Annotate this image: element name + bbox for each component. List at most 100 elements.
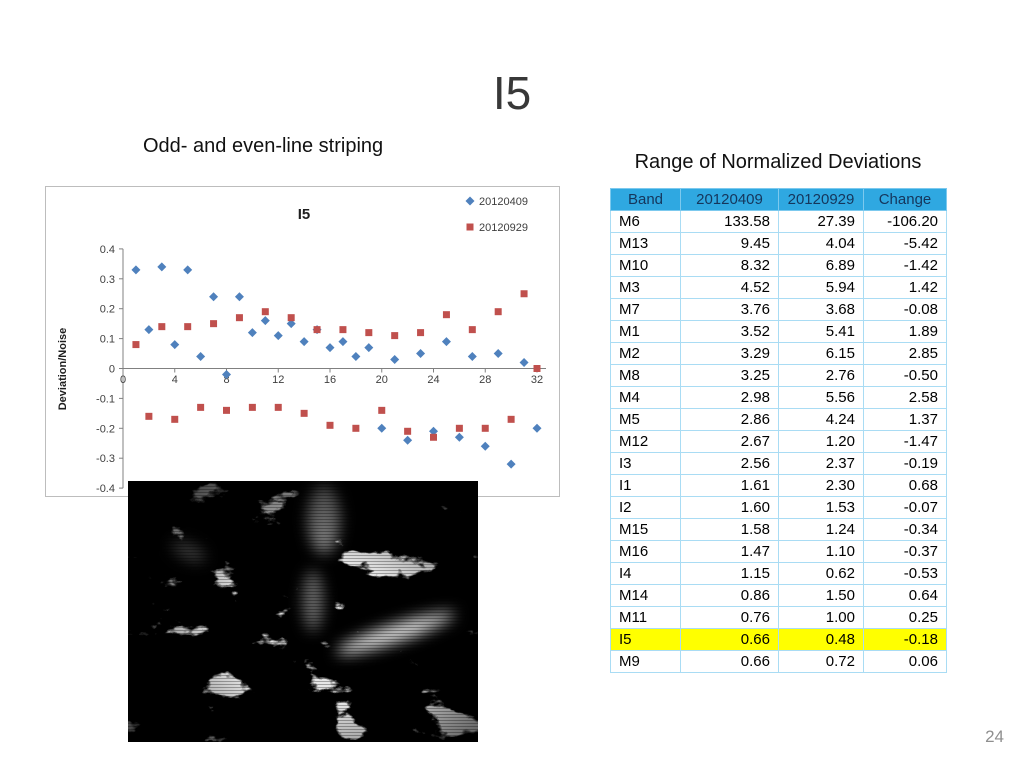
band-cell: I4 xyxy=(610,562,681,585)
svg-text:16: 16 xyxy=(324,374,336,386)
value-cell: 4.52 xyxy=(680,276,779,299)
svg-text:24: 24 xyxy=(427,374,439,386)
value-cell: 0.64 xyxy=(863,584,947,607)
value-cell: 1.47 xyxy=(680,540,779,563)
svg-text:-0.4: -0.4 xyxy=(96,483,115,495)
value-cell: 2.85 xyxy=(863,342,947,365)
value-cell: 27.39 xyxy=(778,210,864,233)
table-row: I1 1.61 2.30 0.68 xyxy=(610,474,947,497)
band-cell: M10 xyxy=(610,254,681,277)
value-cell: 3.29 xyxy=(680,342,779,365)
value-cell: 0.06 xyxy=(863,650,947,673)
slide-title: I5 xyxy=(492,67,532,119)
svg-text:4: 4 xyxy=(172,374,178,386)
band-cell: M16 xyxy=(610,540,681,563)
band-cell: M13 xyxy=(610,232,681,255)
table-body: M6 133.58 27.39 -106.20 M13 9.45 4.04 -5.42 M10 8… xyxy=(610,210,947,673)
band-cell: I5 xyxy=(610,628,681,651)
series-20120929 xyxy=(132,290,541,441)
column-header: 20120409 xyxy=(680,188,779,211)
svg-text:8: 8 xyxy=(223,374,229,386)
value-cell: -0.53 xyxy=(863,562,947,585)
band-cell: M12 xyxy=(610,430,681,453)
value-cell: -0.37 xyxy=(863,540,947,563)
svg-text:20: 20 xyxy=(376,374,388,386)
legend-label: 20120929 xyxy=(479,222,528,234)
value-cell: 0.62 xyxy=(778,562,864,585)
value-cell: -0.34 xyxy=(863,518,947,541)
value-cell: 3.68 xyxy=(778,298,864,321)
value-cell: 5.56 xyxy=(778,386,864,409)
table-row: M6 133.58 27.39 -106.20 xyxy=(610,210,947,233)
value-cell: 4.24 xyxy=(778,408,864,431)
value-cell: 1.58 xyxy=(680,518,779,541)
value-cell: 1.61 xyxy=(680,474,779,497)
series-20120409 xyxy=(131,262,542,469)
band-cell: M1 xyxy=(610,320,681,343)
value-cell: -0.18 xyxy=(863,628,947,651)
svg-text:32: 32 xyxy=(531,374,543,386)
table-row: M5 2.86 4.24 1.37 xyxy=(610,408,947,431)
value-cell: 1.53 xyxy=(778,496,864,519)
value-cell: 133.58 xyxy=(680,210,779,233)
svg-text:0: 0 xyxy=(109,364,115,376)
table-row: M11 0.76 1.00 0.25 xyxy=(610,606,947,629)
band-cell: M14 xyxy=(610,584,681,607)
value-cell: 1.42 xyxy=(863,276,947,299)
table-row: M3 4.52 5.94 1.42 xyxy=(610,276,947,299)
chart-svg: 0.4 0.3 0.2 0.1 0 -0.1 -0.2 -0.3 -0.4 0 4 8 12 16 20 24… xyxy=(57,196,546,495)
column-header: Change xyxy=(863,188,947,211)
band-cell: M7 xyxy=(610,298,681,321)
table-row: I3 2.56 2.37 -0.19 xyxy=(610,452,947,475)
band-cell: M4 xyxy=(610,386,681,409)
satellite-clouds-graphic xyxy=(128,481,478,742)
svg-text:-0.2: -0.2 xyxy=(96,423,115,435)
value-cell: 1.24 xyxy=(778,518,864,541)
value-cell: -1.47 xyxy=(863,430,947,453)
value-cell: 3.25 xyxy=(680,364,779,387)
value-cell: 1.50 xyxy=(778,584,864,607)
y-axis-title: Deviation/Noise xyxy=(57,328,69,411)
svg-text:0.2: 0.2 xyxy=(100,304,115,316)
band-cell: M5 xyxy=(610,408,681,431)
band-cell: I1 xyxy=(610,474,681,497)
value-cell: 2.37 xyxy=(778,452,864,475)
legend-label: 20120409 xyxy=(479,196,528,208)
satellite-image xyxy=(128,481,478,742)
value-cell: 9.45 xyxy=(680,232,779,255)
band-cell: M15 xyxy=(610,518,681,541)
table-row: M2 3.29 6.15 2.85 xyxy=(610,342,947,365)
band-cell: M9 xyxy=(610,650,681,673)
value-cell: 4.04 xyxy=(778,232,864,255)
table-header-row: Band 20120409 20120929 Change xyxy=(610,188,947,211)
value-cell: 2.86 xyxy=(680,408,779,431)
value-cell: 1.00 xyxy=(778,606,864,629)
band-cell: M11 xyxy=(610,606,681,629)
value-cell: -5.42 xyxy=(863,232,947,255)
page-number: 24 xyxy=(985,727,1004,746)
table-row: M16 1.47 1.10 -0.37 xyxy=(610,540,947,563)
table-row: M1 3.52 5.41 1.89 xyxy=(610,320,947,343)
value-cell: 0.48 xyxy=(778,628,864,651)
value-cell: -0.08 xyxy=(863,298,947,321)
value-cell: 1.60 xyxy=(680,496,779,519)
value-cell: 3.76 xyxy=(680,298,779,321)
svg-text:-0.1: -0.1 xyxy=(96,393,115,405)
table-row: M4 2.98 5.56 2.58 xyxy=(610,386,947,409)
value-cell: 2.76 xyxy=(778,364,864,387)
table-row: I4 1.15 0.62 -0.53 xyxy=(610,562,947,585)
value-cell: -0.07 xyxy=(863,496,947,519)
chart-title: I5 xyxy=(298,206,311,223)
value-cell: 0.76 xyxy=(680,606,779,629)
table-row: M12 2.67 1.20 -1.47 xyxy=(610,430,947,453)
table-row: I2 1.60 1.53 -0.07 xyxy=(610,496,947,519)
table-row: M10 8.32 6.89 -1.42 xyxy=(610,254,947,277)
table-row: M9 0.66 0.72 0.06 xyxy=(610,650,947,673)
value-cell: 5.94 xyxy=(778,276,864,299)
band-cell: I2 xyxy=(610,496,681,519)
table-row: I5 0.66 0.48 -0.18 xyxy=(610,628,947,651)
value-cell: 6.15 xyxy=(778,342,864,365)
svg-text:0.1: 0.1 xyxy=(100,334,115,346)
value-cell: 2.67 xyxy=(680,430,779,453)
